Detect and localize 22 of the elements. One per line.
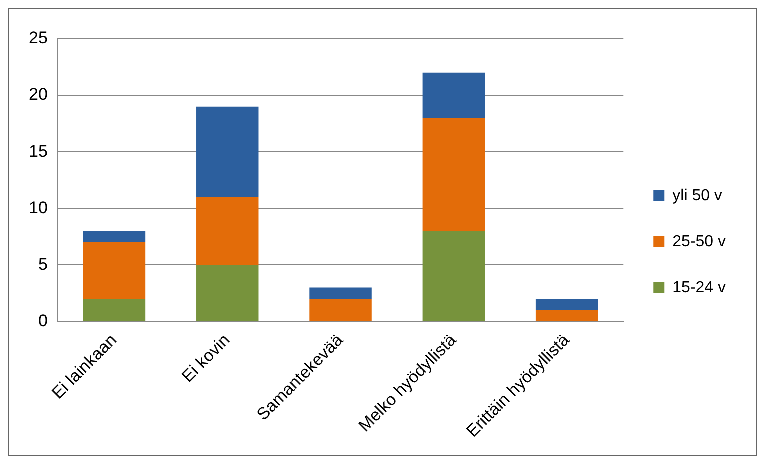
bar bbox=[196, 265, 259, 322]
bar bbox=[83, 242, 146, 300]
bar bbox=[422, 231, 486, 322]
bar bbox=[422, 72, 486, 118]
y-tick-label: 20 bbox=[28, 85, 48, 104]
y-tick-label: 5 bbox=[38, 254, 48, 274]
bar bbox=[310, 299, 372, 322]
y-tick-label: 0 bbox=[38, 311, 48, 330]
y-tick-label: 25 bbox=[28, 28, 48, 48]
bar bbox=[536, 310, 598, 322]
bar bbox=[83, 231, 146, 243]
y-tick-label: 15 bbox=[28, 142, 48, 161]
bar bbox=[196, 197, 259, 266]
legend-label: 15-24 v bbox=[672, 279, 726, 296]
bar bbox=[83, 299, 146, 322]
legend-label: yli 50 v bbox=[672, 187, 722, 204]
bar bbox=[310, 288, 372, 300]
y-tick-label: 10 bbox=[28, 198, 48, 218]
bar bbox=[422, 118, 486, 232]
bar bbox=[536, 299, 598, 310]
legend-label: 25-50 v bbox=[672, 233, 726, 250]
bar bbox=[196, 106, 259, 198]
